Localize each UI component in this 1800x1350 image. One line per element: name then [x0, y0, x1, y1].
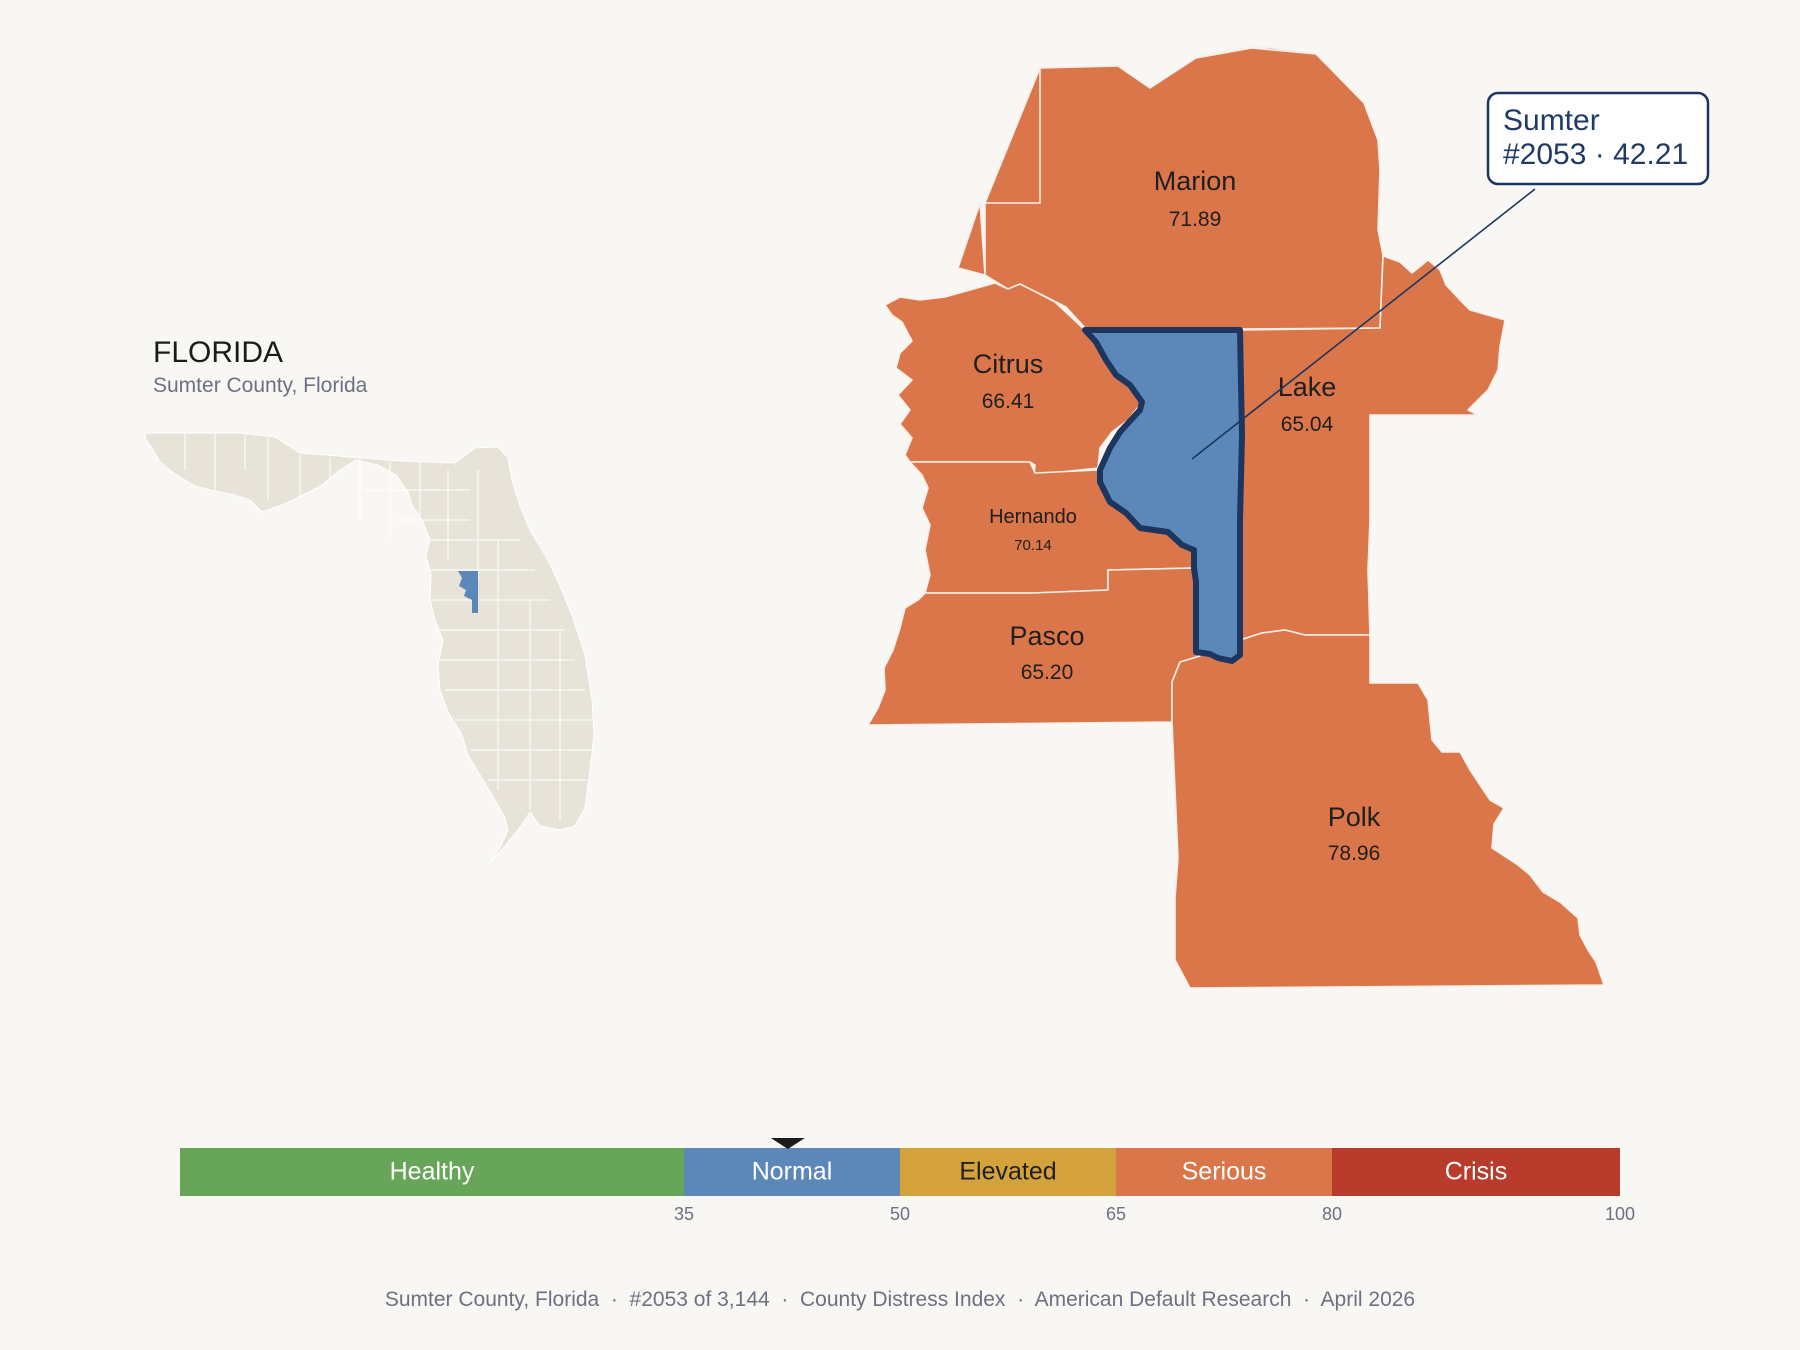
callout-rank-value: #2053 · 42.21 [1503, 138, 1688, 171]
scale-tick-50: 50 [890, 1204, 910, 1224]
state-title: FLORIDA [153, 336, 283, 369]
county-citrus [884, 282, 1143, 476]
county-label-citrus: Citrus [973, 349, 1044, 379]
florida-state-outline [144, 432, 595, 863]
scale-label-normal: Normal [752, 1158, 833, 1186]
footer-caption: Sumter County, Florida · #2053 of 3,144 … [385, 1288, 1415, 1311]
regional-county-map: Marion 71.89 Citrus 66.41 Lake 65.04 Her… [867, 47, 1605, 989]
county-label-pasco: Pasco [1009, 621, 1084, 651]
county-label-marion: Marion [1154, 166, 1237, 196]
florida-inset-map [144, 432, 595, 863]
county-value-polk: 78.96 [1328, 842, 1381, 865]
county-value-pasco: 65.20 [1021, 661, 1074, 684]
scale-label-crisis: Crisis [1445, 1158, 1508, 1186]
scale-segment-normal [684, 1148, 900, 1196]
scale-segment-elevated [900, 1148, 1116, 1196]
county-label-polk: Polk [1328, 802, 1381, 832]
scale-label-serious: Serious [1182, 1158, 1267, 1186]
callout-county-name: Sumter [1503, 104, 1600, 137]
sumter-inset-highlight [458, 571, 478, 613]
scale-segment-healthy [180, 1148, 684, 1196]
callout-leader-line [1191, 188, 1536, 460]
scale-label-elevated: Elevated [959, 1158, 1056, 1186]
state-subtitle: Sumter County, Florida [153, 374, 368, 397]
scale-label-healthy: Healthy [390, 1158, 475, 1186]
county-sumter-highlighted[interactable] [1082, 327, 1245, 664]
county-value-citrus: 66.41 [982, 390, 1035, 413]
scale-tick-80: 80 [1322, 1204, 1342, 1224]
county-value-hernando: 70.14 [1014, 537, 1052, 554]
county-label-lake: Lake [1278, 372, 1337, 402]
scale-segment-serious [1116, 1148, 1332, 1196]
county-value-marion: 71.89 [1169, 208, 1222, 231]
scale-tick-35: 35 [674, 1204, 694, 1224]
sumter-callout: Sumter #2053 · 42.21 [1486, 91, 1710, 186]
county-polk [1171, 629, 1605, 989]
callout-box [1486, 91, 1710, 186]
distress-scale-bar: Healthy Normal Elevated Serious Crisis 35 50 65… [180, 1138, 1635, 1224]
scale-tick-65: 65 [1106, 1204, 1126, 1224]
scale-tick-100: 100 [1605, 1204, 1635, 1224]
florida-county-gridlines [184, 433, 592, 820]
county-label-hernando: Hernando [989, 506, 1077, 528]
scale-current-marker [770, 1138, 805, 1149]
county-value-lake: 65.04 [1281, 413, 1334, 436]
scale-segment-crisis [1332, 1148, 1620, 1196]
